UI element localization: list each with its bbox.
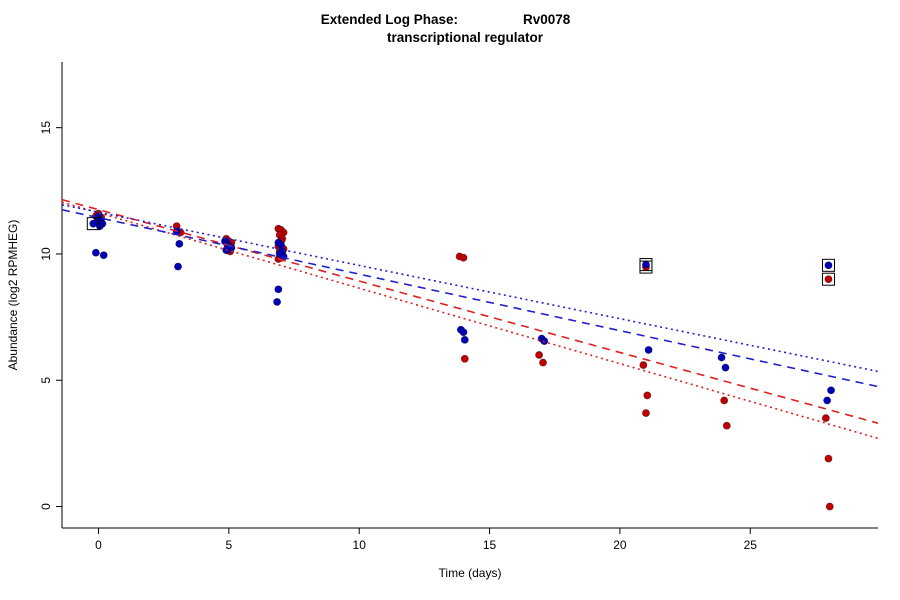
y-tick-label: 5 xyxy=(39,377,53,384)
data-point-blue xyxy=(459,328,468,337)
trend-line-blue-dotted xyxy=(61,203,879,373)
y-tick-label: 10 xyxy=(39,247,53,261)
outlier-square xyxy=(821,258,835,272)
data-point-blue xyxy=(273,297,282,306)
data-point-blue xyxy=(91,248,100,257)
data-point-blue xyxy=(460,335,469,344)
data-point-red xyxy=(460,354,469,363)
chart-title-left: Extended Log Phase: xyxy=(321,12,458,27)
data-point-red xyxy=(824,275,833,284)
data-point-red xyxy=(459,253,468,262)
data-point-blue xyxy=(823,396,832,405)
y-tick-label: 15 xyxy=(39,121,53,135)
data-point-blue xyxy=(827,386,836,395)
data-point-blue xyxy=(824,261,833,270)
data-point-blue xyxy=(95,222,104,231)
data-point-blue xyxy=(175,239,184,248)
outlier-square xyxy=(821,272,835,286)
x-tick-label: 5 xyxy=(226,538,233,552)
trend-line-red-dotted xyxy=(61,201,879,440)
data-point-red xyxy=(643,391,652,400)
data-point-blue xyxy=(174,262,182,271)
x-axis-title: Time (days) xyxy=(439,566,502,580)
outlier-square xyxy=(86,217,100,231)
data-point-blue xyxy=(274,285,283,294)
data-point-blue xyxy=(99,251,108,260)
chart-title-gene: Rv0078 xyxy=(523,12,571,27)
data-point-red xyxy=(642,409,650,418)
data-point-red xyxy=(821,414,830,423)
data-point-blue xyxy=(89,219,98,228)
outlier-square xyxy=(639,260,653,274)
x-tick-label: 0 xyxy=(95,538,102,552)
data-point-red xyxy=(722,421,731,430)
data-point-blue xyxy=(644,345,653,354)
data-point-blue xyxy=(642,260,650,269)
plot-area: 0 5 10 15 20 25 0 5 10 15 Time (days) Abundance (lo… xyxy=(6,62,879,580)
data-point-red xyxy=(824,454,833,463)
x-tick-label: 25 xyxy=(744,538,758,552)
data-point-red xyxy=(539,358,547,367)
x-tick-label: 20 xyxy=(613,538,627,552)
data-point-blue xyxy=(277,241,285,250)
trend-line-blue-long-dash xyxy=(61,208,879,388)
data-point-red xyxy=(825,502,834,511)
data-point-blue xyxy=(721,363,730,372)
y-axis-title: Abundance (log2 RPMHEG) xyxy=(6,220,20,371)
trend-line-red-long-dash xyxy=(61,198,879,424)
data-point-red xyxy=(720,396,729,405)
data-point-blue xyxy=(717,353,726,362)
y-tick-label: 0 xyxy=(39,503,53,510)
x-tick-label: 10 xyxy=(353,538,367,552)
chart-subtitle: transcriptional regulator xyxy=(387,30,544,45)
x-tick-label: 15 xyxy=(483,538,497,552)
data-point-red xyxy=(535,351,544,359)
data-point-red xyxy=(639,361,648,370)
